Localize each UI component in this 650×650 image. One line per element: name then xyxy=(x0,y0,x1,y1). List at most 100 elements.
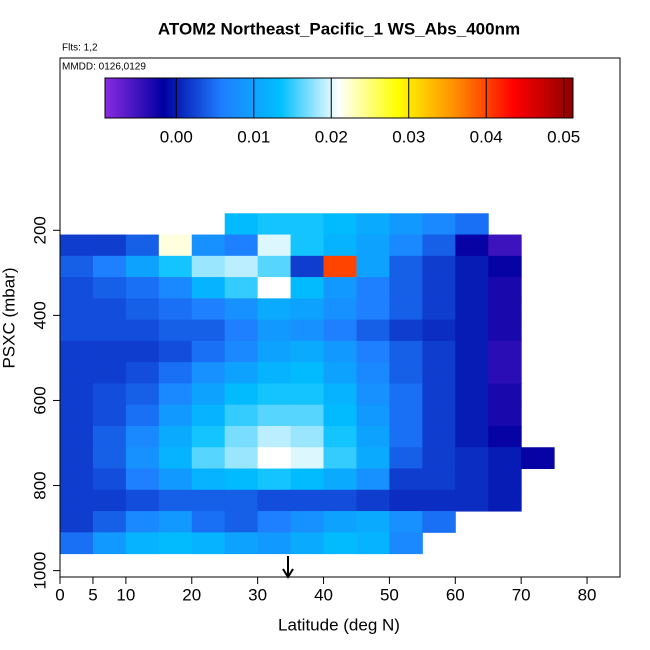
cell xyxy=(191,362,226,384)
cell xyxy=(60,468,94,491)
cell xyxy=(356,383,390,406)
cell xyxy=(92,511,127,533)
cell xyxy=(488,340,522,363)
cell xyxy=(60,298,94,321)
cell xyxy=(257,383,292,406)
cell xyxy=(389,468,423,491)
cell xyxy=(389,234,423,257)
cell xyxy=(125,383,160,406)
cell xyxy=(224,234,259,257)
cell xyxy=(323,362,357,384)
cell xyxy=(158,255,193,278)
cell xyxy=(257,319,292,342)
cell xyxy=(488,234,522,257)
cell xyxy=(224,511,259,533)
cell xyxy=(257,532,292,555)
colorbar-tick-label: 0.00 xyxy=(160,127,193,146)
cell xyxy=(389,213,423,236)
cell xyxy=(455,468,489,491)
cell xyxy=(389,447,423,470)
cell xyxy=(422,447,456,470)
cell xyxy=(422,362,456,384)
cell xyxy=(158,234,193,257)
cell xyxy=(257,234,292,257)
cell xyxy=(158,362,193,384)
cell xyxy=(92,383,127,406)
cell xyxy=(191,340,226,363)
colorbar-ticks: 0.00 0.01 0.02 0.03 0.04 0.05 xyxy=(160,78,580,146)
cell xyxy=(60,489,94,512)
cell xyxy=(92,340,127,363)
cell xyxy=(158,511,193,533)
cell xyxy=(488,447,522,470)
cell xyxy=(224,255,259,278)
cell xyxy=(290,277,325,299)
cell xyxy=(422,383,456,406)
cell xyxy=(389,511,423,533)
y-tick-label: 800 xyxy=(30,471,49,499)
cell xyxy=(455,362,489,384)
cell xyxy=(488,383,522,406)
cell xyxy=(257,468,292,491)
cell xyxy=(356,319,390,342)
cell xyxy=(158,447,193,470)
x-tick-label: 5 xyxy=(88,585,97,604)
cell xyxy=(323,298,357,321)
cell xyxy=(60,404,94,427)
subtitle: Flts: 1,2 xyxy=(62,43,98,54)
cell xyxy=(323,383,357,406)
x-tick-label: 50 xyxy=(380,585,399,604)
cell xyxy=(488,468,522,491)
cell xyxy=(125,319,160,342)
cell xyxy=(224,213,259,236)
cell xyxy=(92,298,127,321)
cell xyxy=(125,447,160,470)
cell xyxy=(356,468,390,491)
cell xyxy=(257,362,292,384)
cell xyxy=(191,319,226,342)
cell xyxy=(257,511,292,533)
annotation: MMDD: 0126,0129 xyxy=(62,62,146,73)
cell xyxy=(191,277,226,299)
cell xyxy=(356,425,390,448)
cell xyxy=(455,298,489,321)
cell xyxy=(389,298,423,321)
cell xyxy=(356,255,390,278)
y-tick-label: 1000 xyxy=(30,552,49,590)
cell xyxy=(125,340,160,363)
cell xyxy=(389,425,423,448)
cell xyxy=(158,532,193,555)
cell xyxy=(191,532,226,555)
x-axis-label: Latitude (deg N) xyxy=(278,615,400,634)
cell xyxy=(455,319,489,342)
cell xyxy=(257,340,292,363)
cell xyxy=(191,468,226,491)
cell xyxy=(389,362,423,384)
cell xyxy=(422,425,456,448)
cell xyxy=(158,404,193,427)
cell xyxy=(488,298,522,321)
cell xyxy=(92,447,127,470)
cell xyxy=(60,319,94,342)
cell xyxy=(125,404,160,427)
cell xyxy=(257,277,292,299)
cell xyxy=(224,489,259,512)
cell xyxy=(125,362,160,384)
cell xyxy=(125,425,160,448)
cell xyxy=(323,447,357,470)
cell xyxy=(422,319,456,342)
cell xyxy=(125,532,160,555)
axes: 0 5 10 20 30 40 50 60 70 80 200 400 600 800 1000 xyxy=(30,216,596,604)
cell xyxy=(60,255,94,278)
cell xyxy=(158,340,193,363)
cell xyxy=(422,340,456,363)
cell xyxy=(290,404,325,427)
cell xyxy=(290,447,325,470)
cell xyxy=(125,234,160,257)
cell xyxy=(125,255,160,278)
cell xyxy=(488,489,522,512)
cell xyxy=(224,447,259,470)
cell xyxy=(158,489,193,512)
cell xyxy=(290,298,325,321)
cell xyxy=(191,255,226,278)
